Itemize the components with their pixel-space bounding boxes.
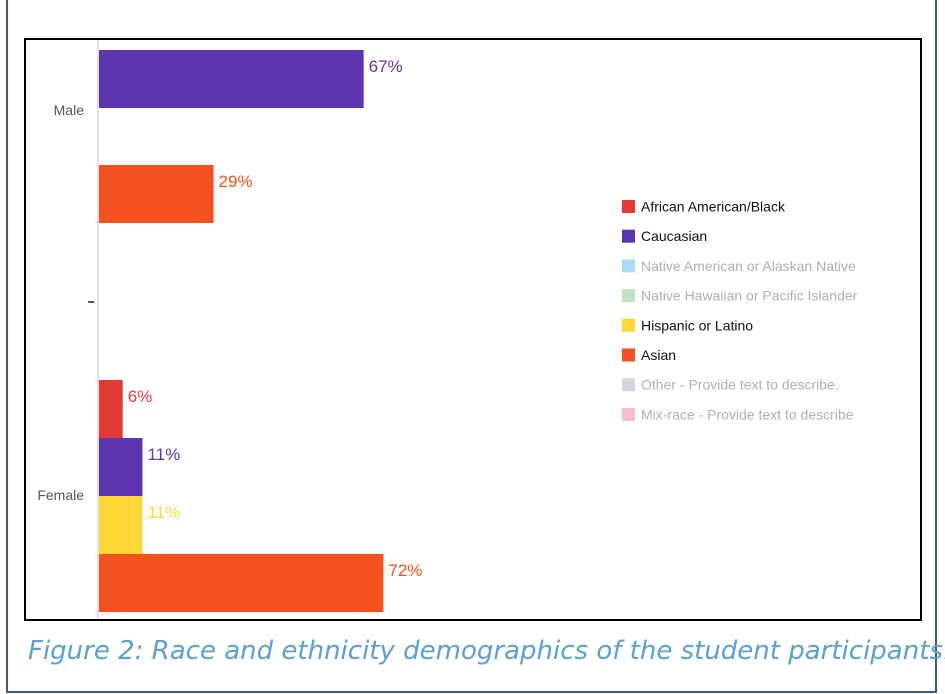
legend-swatch-asian[interactable]	[622, 348, 635, 362]
legend-swatch-mix-race-provide-text-to-describe[interactable]	[622, 407, 635, 421]
bar-female-african-american-black	[99, 380, 123, 438]
bar-female-caucasian	[99, 438, 143, 496]
legend-label-native-american-or-alaskan-native[interactable]: Native American or Alaskan Native	[641, 258, 856, 274]
data-label-male-caucasian: 67%	[369, 57, 403, 76]
bar-chart: Male Female 67% 29% 6% 11% 11% 72% African Ameri…	[37, 40, 858, 619]
category-label-female: Female	[37, 487, 84, 503]
data-label-female-hispanic-or-latino: 11%	[147, 503, 180, 522]
legend-swatch-native-american-or-alaskan-native[interactable]	[622, 259, 635, 273]
data-label-female-caucasian: 11%	[147, 445, 180, 464]
legend-swatch-hispanic-or-latino[interactable]	[622, 318, 635, 332]
legend-label-asian[interactable]: Asian	[641, 347, 676, 363]
legend-swatch-african-american-black[interactable]	[622, 200, 635, 213]
legend-label-caucasian[interactable]: Caucasian	[641, 228, 707, 244]
figure-caption: Figure 2: Race and ethnicity demographic…	[28, 636, 945, 666]
bar-female-asian	[99, 554, 384, 612]
data-label-female-african-american-black: 6%	[128, 387, 153, 406]
legend-label-other-provide-text-to-describe[interactable]: Other - Provide text to describe.	[641, 377, 839, 393]
chart-container: Male Female 67% 29% 6% 11% 11% 72% African Ameri…	[24, 38, 922, 621]
legend-label-hispanic-or-latino[interactable]: Hispanic or Latino	[641, 317, 753, 333]
legend-swatch-other-provide-text-to-describe[interactable]	[622, 378, 635, 392]
data-label-male-asian: 29%	[219, 172, 253, 191]
category-label-male: Male	[54, 102, 85, 118]
figure-frame	[6, 0, 937, 693]
legend-swatch-caucasian[interactable]	[622, 229, 635, 243]
bar-male-caucasian	[99, 50, 364, 108]
bar-male-asian	[99, 165, 214, 223]
legend-label-native-hawaiian-or-pacific-islander[interactable]: Native Hawaiian or Pacific Islander	[641, 288, 858, 304]
legend-label-mix-race-provide-text-to-describe[interactable]: Mix-race - Provide text to describe	[641, 406, 854, 422]
legend-label-african-american-black[interactable]: African American/Black	[641, 199, 786, 215]
bar-female-hispanic-or-latino	[99, 496, 143, 554]
data-label-female-asian: 72%	[388, 561, 422, 580]
legend-swatch-native-hawaiian-or-pacific-islander[interactable]	[622, 289, 635, 303]
